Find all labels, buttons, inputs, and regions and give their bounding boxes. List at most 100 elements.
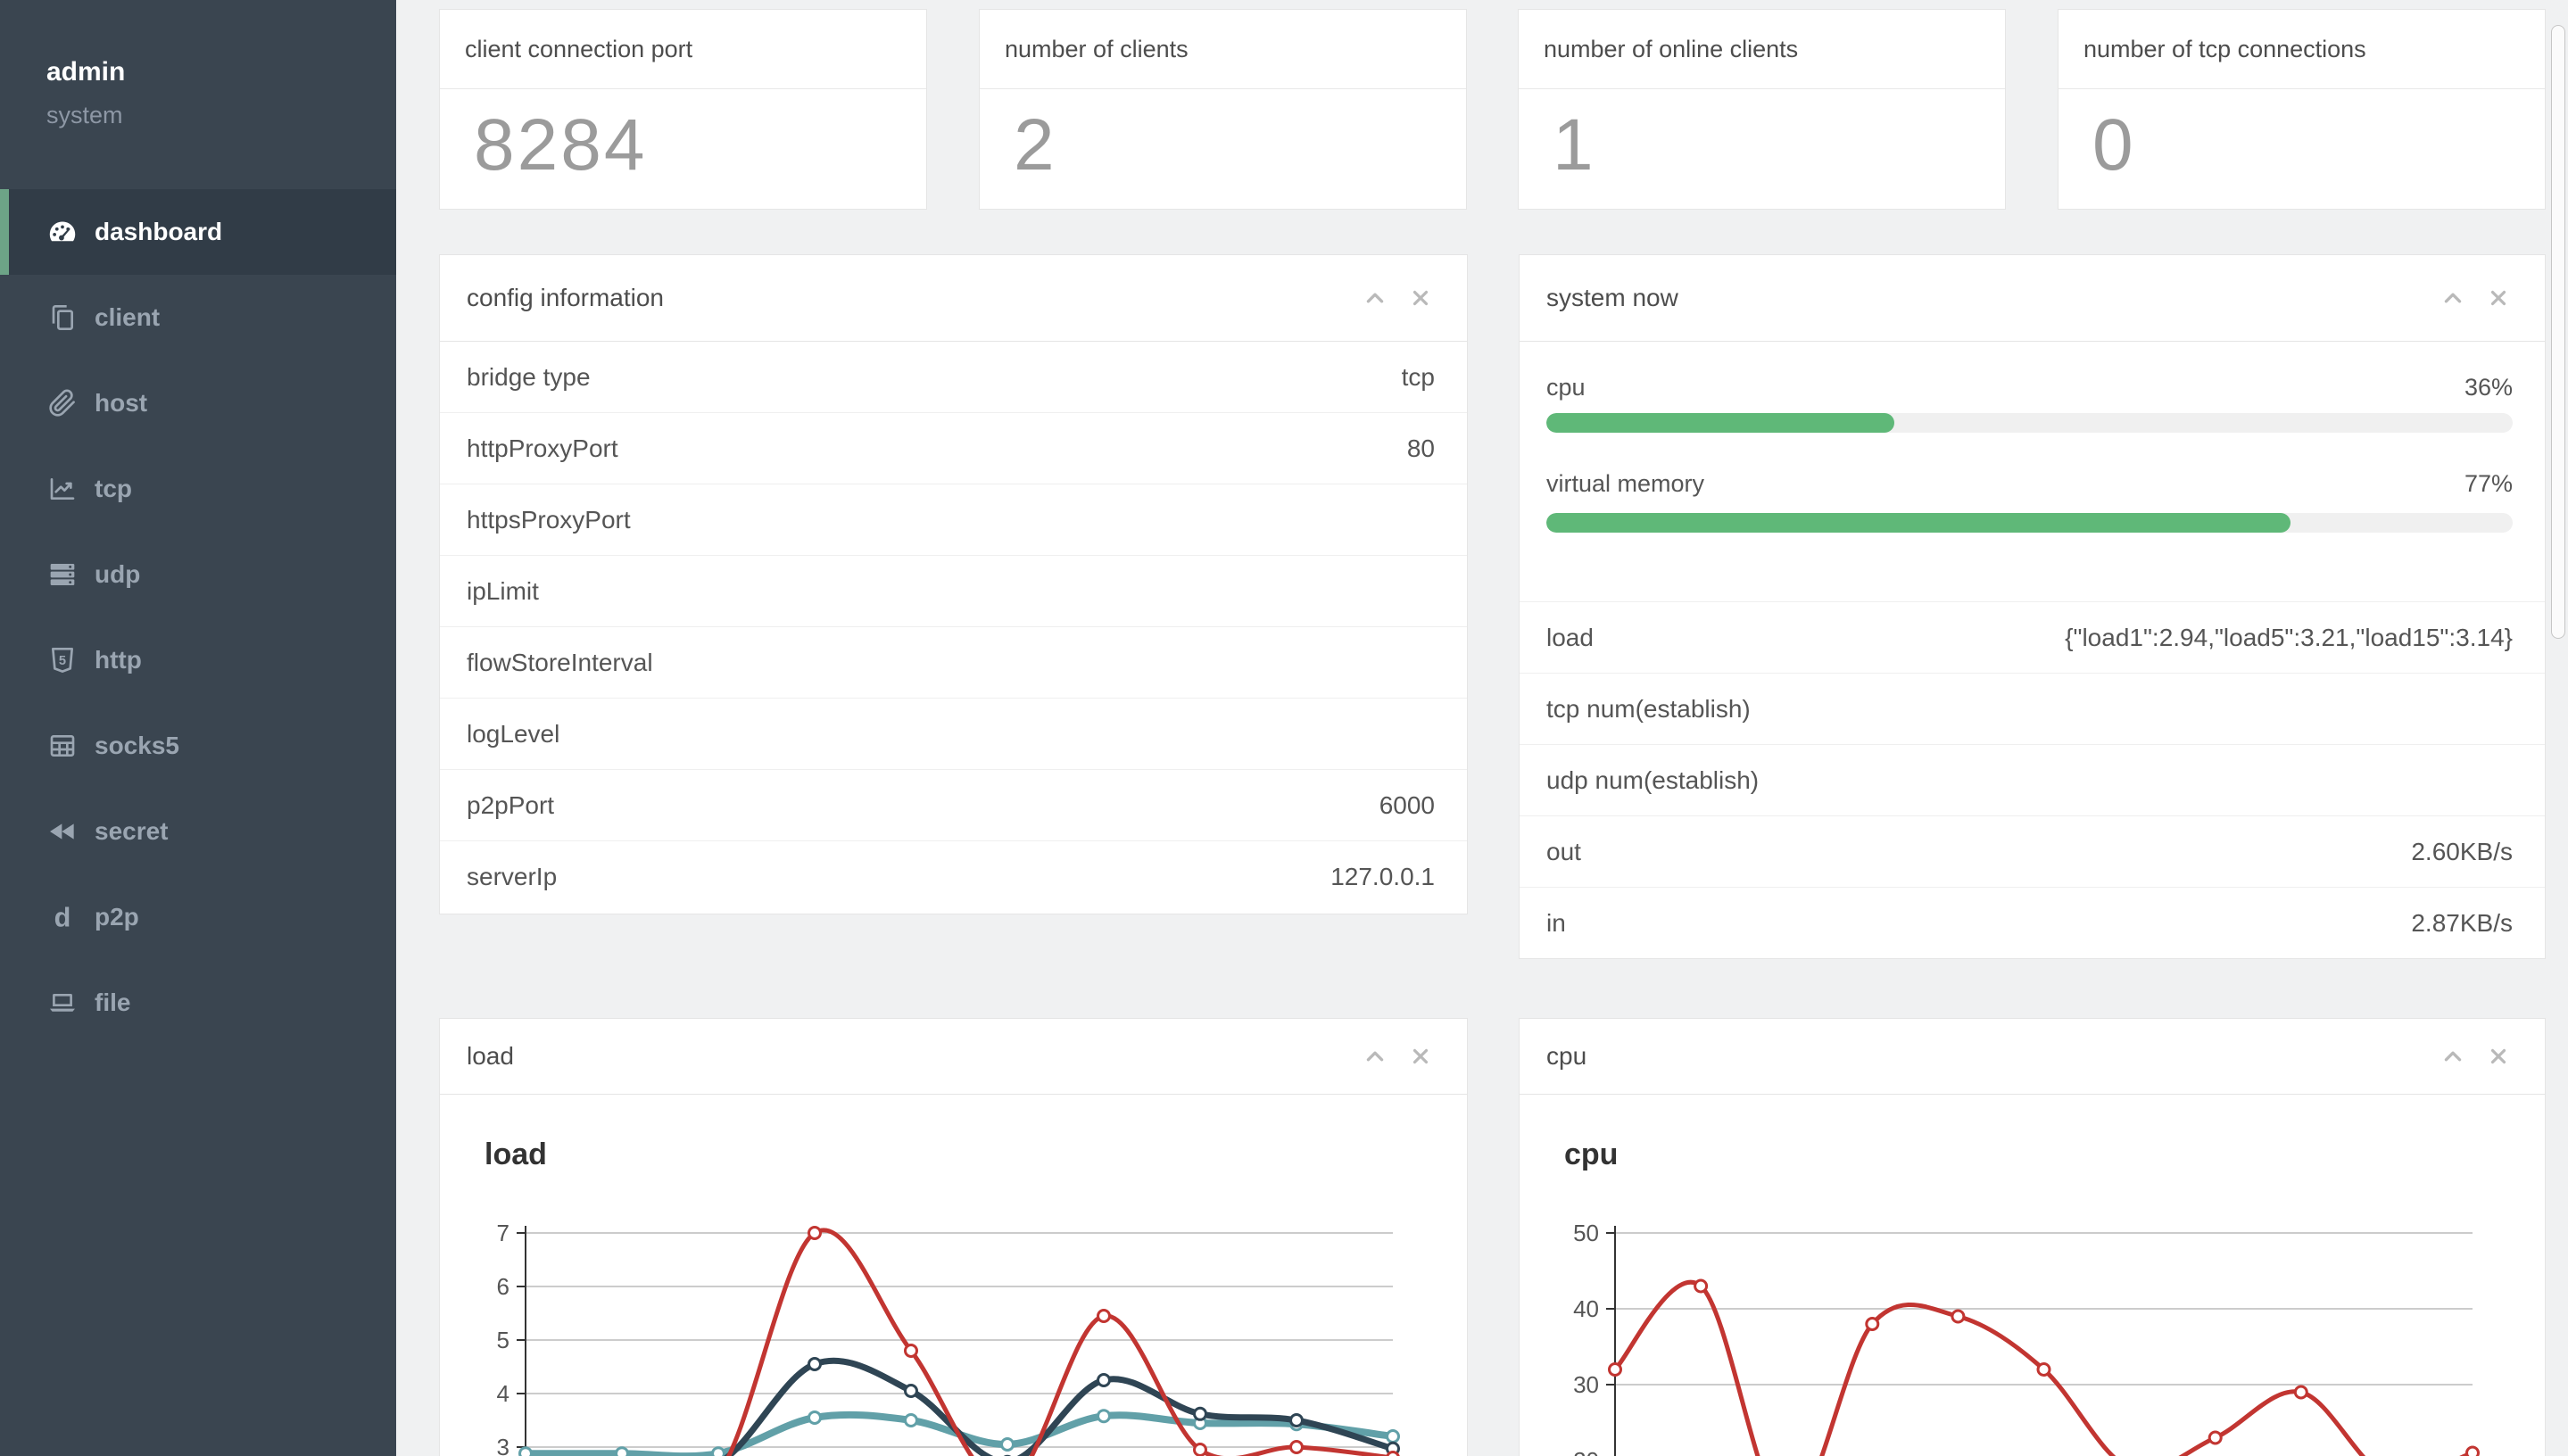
row-label: bridge type [467,362,591,391]
load5-point [808,1357,822,1371]
close-icon[interactable] [2488,1046,2509,1067]
sidebar-item-udp[interactable]: udp [0,532,396,617]
sidebar-item-p2p[interactable]: d p2p [0,874,396,960]
svg-text:5: 5 [59,654,66,668]
backward-icon [45,814,80,849]
chevron-up-icon[interactable] [1363,1045,1387,1068]
table-row: tcp num(establish) [1520,674,2545,745]
load1-point [1193,1443,1207,1456]
cpu-point [1865,1317,1880,1331]
sidebar-item-secret[interactable]: secret [0,789,396,874]
memory-progress-bar [1546,513,2513,533]
sidebar-item-host[interactable]: host [0,360,396,446]
sidebar-item-label: p2p [95,903,139,931]
row-label: ipLimit [467,576,539,605]
table-row: httpsProxyPort [440,484,1467,556]
close-icon[interactable] [1410,287,1431,309]
table-row: out 2.60KB/s [1520,816,2545,888]
load15-point [518,1446,533,1456]
load1-line [725,1228,1395,1456]
html5-icon: 5 [45,642,80,678]
row-label: udp num(establish) [1546,765,1760,794]
cpu-point [2293,1385,2308,1400]
svg-text:20: 20 [1573,1447,1599,1456]
row-value: 2.87KB/s [2411,909,2513,937]
table-row: bridge type tcp [440,342,1467,413]
chevron-up-icon[interactable] [2441,1045,2464,1068]
load15-point [711,1446,725,1456]
cpu-point [1608,1362,1622,1377]
gauge-percent: 36% [2464,373,2513,401]
row-label: httpsProxyPort [467,505,631,534]
sidebar-item-file[interactable]: file [0,960,396,1046]
svg-text:6: 6 [497,1273,509,1300]
load1-point [1289,1440,1304,1454]
svg-text:5: 5 [497,1327,509,1353]
sidebar-item-client[interactable]: client [0,275,396,360]
sidebar-item-label: secret [95,817,169,845]
close-icon[interactable] [2488,287,2509,309]
stat-card-value: 8284 [474,104,648,186]
stat-card-value: 2 [1014,104,1057,186]
cpu-point [2208,1430,2223,1445]
stat-card-label: number of tcp connections [2059,10,2545,89]
paperclip-icon [45,385,80,421]
cpu-chart: 50 40 30 20 cpu [1564,1138,2480,1456]
cpu-point [2036,1362,2051,1377]
cpu-point [1951,1309,1966,1324]
svg-text:40: 40 [1573,1295,1599,1322]
table-row: ipLimit [440,556,1467,627]
stat-card-value: 1 [1553,104,1596,186]
chart-title: cpu [1564,1138,1618,1171]
row-label: flowStoreInterval [467,648,653,676]
load15-point [1097,1409,1111,1424]
table-row: serverIp 127.0.0.1 [440,841,1467,913]
sidebar-item-label: socks5 [95,732,179,759]
row-label: load [1546,623,1594,651]
stat-card: number of online clients 1 [1518,9,2006,210]
stat-card: number of tcp connections 0 [2058,9,2546,210]
load15-point [615,1446,629,1456]
svg-text:4: 4 [497,1380,509,1407]
svg-text:50: 50 [1573,1220,1599,1246]
svg-text:7: 7 [497,1220,509,1246]
sidebar-item-tcp[interactable]: tcp [0,446,396,532]
copy-icon [45,300,80,335]
cpu-gauge-label-row: cpu 36% [1546,372,2513,402]
memory-progress-fill [1546,513,2290,533]
server-icon [45,557,80,592]
chevron-up-icon[interactable] [1363,286,1387,310]
cpu-progress-bar [1546,413,2513,433]
cpu-point [2465,1445,2480,1456]
user-role: system [46,102,123,128]
sidebar-item-http[interactable]: 5 http [0,617,396,703]
load5-point [904,1384,918,1398]
row-label: logLevel [467,719,560,748]
load15-point [1386,1429,1400,1444]
row-value: 80 [1406,434,1435,462]
system-gauges: cpu 36% virtual memory 77% [1520,342,2545,602]
load1-point [904,1344,918,1358]
sidebar: admin system dashboard client host tcp udp 5 h… [0,0,396,1456]
row-label: tcp num(establish) [1546,694,1751,723]
svg-text:3: 3 [497,1434,509,1456]
row-value: 6000 [1379,790,1435,819]
memory-gauge-label-row: virtual memory 77% [1546,468,2513,499]
stat-card-value: 0 [2092,104,2136,186]
sidebar-item-label: http [95,646,142,674]
row-label: httpProxyPort [467,434,618,462]
load5-point [1097,1373,1111,1387]
close-icon[interactable] [1410,1046,1431,1067]
dashboard-icon [45,214,80,250]
sidebar-menu: dashboard client host tcp udp 5 http socks5 secr… [0,189,396,1046]
stat-card-label: number of clients [980,10,1466,89]
config-rows: bridge type tcp httpProxyPort 80 httpsProxyP… [440,342,1467,913]
sidebar-item-socks5[interactable]: socks5 [0,703,396,789]
chevron-up-icon[interactable] [2441,286,2464,310]
sidebar-item-label: udp [95,560,141,588]
scrollbar-thumb[interactable] [2551,25,2565,639]
row-value: tcp [1401,362,1435,391]
row-label: p2pPort [467,790,555,819]
panel-header: cpu [1520,1019,2545,1095]
sidebar-item-dashboard[interactable]: dashboard [0,189,396,275]
